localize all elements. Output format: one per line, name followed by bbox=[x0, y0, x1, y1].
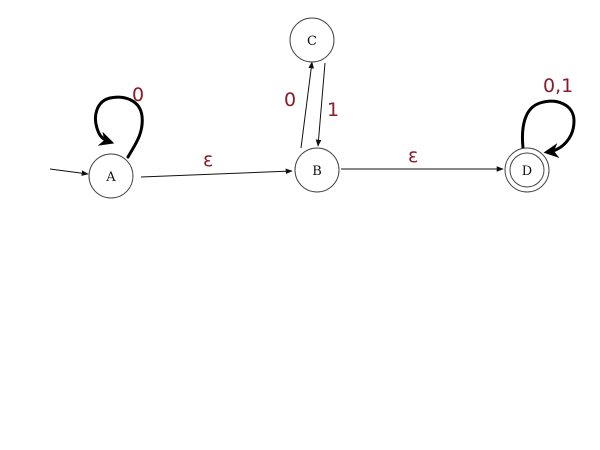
start-arrow bbox=[49, 168, 89, 176]
state-b bbox=[294, 147, 340, 193]
self-loop-a bbox=[94, 95, 144, 159]
edge-c-b bbox=[315, 62, 326, 147]
state-c bbox=[289, 17, 335, 63]
state-a bbox=[88, 153, 134, 199]
state-c-label: C bbox=[307, 34, 317, 49]
label-loop-a: 0 bbox=[132, 84, 144, 106]
edge-a-b bbox=[140, 168, 293, 178]
label-edge-a-b: ε bbox=[203, 149, 213, 171]
edge-b-c bbox=[300, 61, 314, 149]
label-edge-c-b: 1 bbox=[327, 99, 339, 121]
state-d-outer bbox=[504, 147, 550, 193]
state-b-label: B bbox=[312, 164, 322, 179]
label-loop-d: 0,1 bbox=[543, 75, 573, 97]
state-d-label: D bbox=[522, 164, 532, 179]
label-edge-b-d: ε bbox=[408, 145, 418, 167]
state-a-label: A bbox=[105, 170, 116, 185]
self-loop-d bbox=[521, 99, 576, 158]
label-edge-b-c: 0 bbox=[284, 89, 296, 111]
state-d-inner bbox=[509, 152, 545, 188]
